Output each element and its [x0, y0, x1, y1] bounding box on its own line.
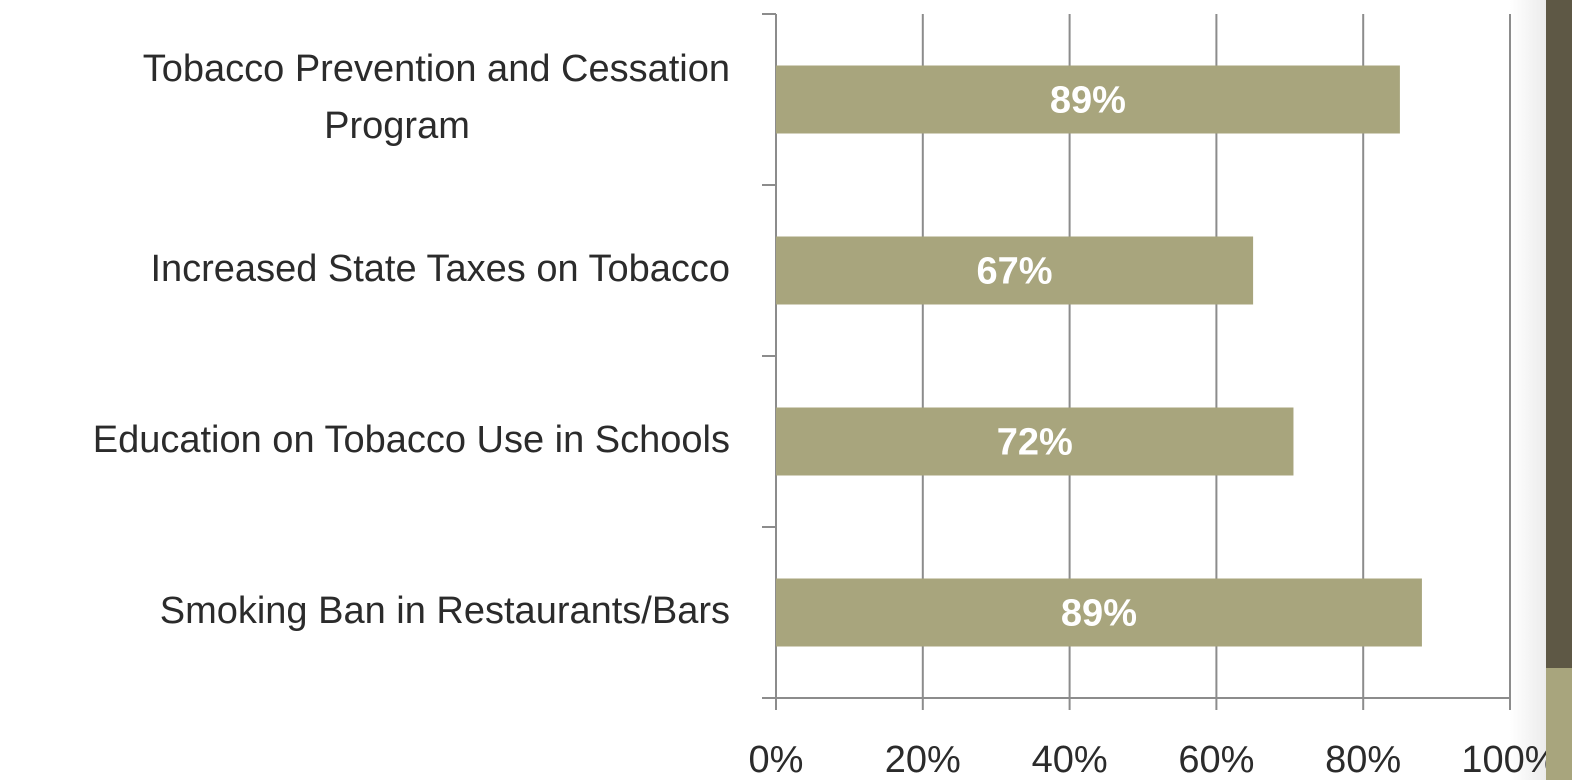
category-label-1-line-2: Program [324, 105, 470, 147]
category-label-4: Smoking Ban in Restaurants/Bars [0, 583, 730, 640]
data-label-1: 89% [1050, 80, 1126, 122]
data-label-2: 67% [977, 251, 1053, 293]
x-tick-label-4: 60% [1178, 739, 1254, 780]
x-tick-label-2: 20% [885, 739, 961, 780]
x-tick-label-5: 80% [1325, 739, 1401, 780]
side-band-dark [1546, 0, 1572, 668]
data-label-4: 89% [1061, 593, 1137, 635]
x-tick-label-3: 40% [1032, 739, 1108, 780]
category-label-4-line-1: Smoking Ban in Restaurants/Bars [159, 590, 730, 632]
category-label-1-line-1: Tobacco Prevention and Cessation [142, 48, 730, 90]
data-label-3: 72% [997, 422, 1073, 464]
side-band-light [1546, 668, 1572, 780]
bar-2 [776, 236, 1254, 305]
category-label-3-line-1: Education on Tobacco Use in Schools [92, 419, 730, 461]
x-tick-label-6: 100% [1461, 739, 1558, 780]
bar-3 [776, 407, 1294, 476]
plot-edge-shadow [1510, 0, 1546, 780]
x-tick-label-1: 0% [749, 739, 804, 780]
category-label-2-line-1: Increased State Taxes on Tobacco [150, 248, 730, 290]
category-label-2: Increased State Taxes on Tobacco [0, 241, 730, 298]
bar-1 [776, 65, 1400, 134]
bar-4 [776, 578, 1422, 647]
category-label-1: Tobacco Prevention and Cessation Program [0, 41, 730, 155]
category-label-3: Education on Tobacco Use in Schools [0, 412, 730, 469]
